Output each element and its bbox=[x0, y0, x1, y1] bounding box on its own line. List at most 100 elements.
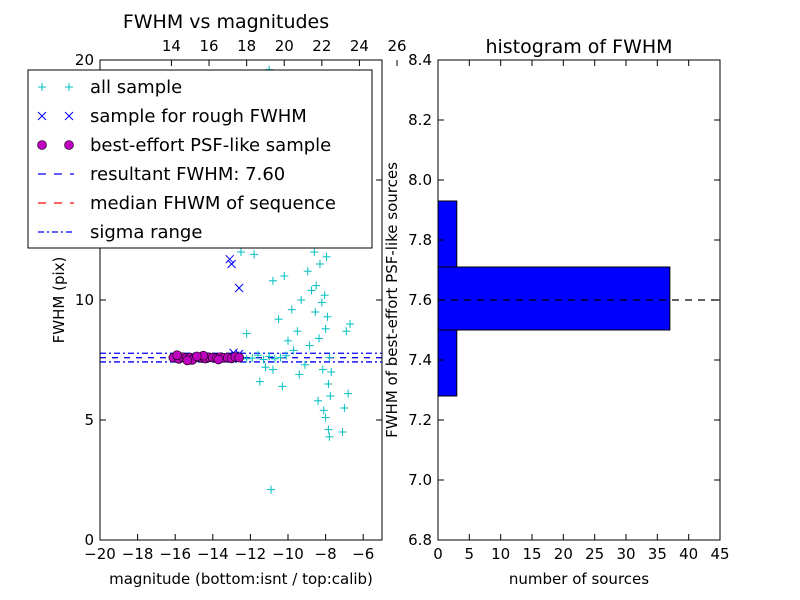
legend-label: sigma range bbox=[90, 222, 202, 243]
top-x-tick-label: 26 bbox=[387, 37, 406, 55]
scatter-panel: FWHM vs magnitudes −20 −18 −16 −14 −12 −10 −8−… bbox=[27, 11, 407, 588]
scatter-point bbox=[237, 248, 245, 256]
hist-x-tick-label: 20 bbox=[554, 545, 573, 563]
scatter-point bbox=[274, 315, 283, 324]
x-tick-label: −14 bbox=[197, 545, 229, 563]
scatter-point bbox=[276, 353, 285, 362]
x-tick-label: −16 bbox=[159, 545, 191, 563]
histogram-bar bbox=[437, 266, 671, 331]
scatter-point bbox=[289, 346, 298, 355]
hist-x-tick-label: 25 bbox=[585, 545, 604, 563]
legend-box bbox=[27, 69, 373, 249]
x-tick-label: −18 bbox=[122, 545, 154, 563]
y-tick-label: 20 bbox=[75, 51, 94, 69]
legend-entry: median FHWM of sequence bbox=[38, 193, 336, 214]
legend-entry: resultant FWHM: 7.60 bbox=[38, 164, 285, 185]
scatter-point bbox=[338, 428, 347, 436]
hist-y-tick-label: 7.6 bbox=[408, 291, 432, 309]
y-tick-label: 10 bbox=[75, 291, 94, 309]
scatter-point bbox=[325, 432, 334, 441]
scatter-point bbox=[326, 392, 335, 400]
scatter-point bbox=[225, 254, 235, 264]
legend-entry: sample for rough FWHM bbox=[37, 106, 307, 127]
hist-x-tick-label: 35 bbox=[648, 545, 667, 563]
hist-y-tick-label: 8.2 bbox=[408, 111, 432, 129]
scatter-point bbox=[346, 320, 355, 328]
hist-y-tick-label: 7.2 bbox=[408, 411, 432, 429]
legend-items: all sample sample for rough FWHM best-effo… bbox=[37, 77, 336, 243]
hist-y-tick-label: 6.8 bbox=[408, 531, 432, 549]
hist-y-tick-label: 7.8 bbox=[408, 231, 432, 249]
scatter-point bbox=[280, 272, 289, 280]
x-tick-label: −12 bbox=[235, 545, 267, 563]
scatter-point bbox=[267, 485, 276, 494]
hist-x-tick-label: 10 bbox=[491, 545, 510, 563]
scatter-point bbox=[287, 305, 296, 314]
x-tick-label: −10 bbox=[272, 545, 304, 563]
histogram-panel: histogram of FWHM 0 5 10 15 20 25 30 35 40 45 6.8 7… bbox=[383, 36, 730, 588]
hist-y-tick-label: 7.4 bbox=[408, 351, 432, 369]
scatter-point bbox=[255, 377, 264, 386]
scatter-point bbox=[322, 252, 331, 261]
y-tick-label: 5 bbox=[84, 411, 94, 429]
scatter-point bbox=[261, 363, 270, 372]
top-x-tick-label: 14 bbox=[162, 37, 181, 55]
scatter-point bbox=[182, 355, 193, 366]
legend-label: median FHWM of sequence bbox=[90, 193, 336, 214]
scatter-x-label: magnitude (bottom:isnt / top:calib) bbox=[109, 570, 373, 588]
scatter-axes: −20 −18 −16 −14 −12 −10 −8 −6 14 16 18 20 22 24 26 0 5 10… bbox=[75, 37, 407, 563]
histogram-title: histogram of FWHM bbox=[485, 36, 672, 58]
scatter-point bbox=[324, 425, 333, 434]
scatter-point bbox=[315, 260, 324, 268]
scatter-point bbox=[303, 267, 312, 276]
scatter-point bbox=[312, 281, 321, 290]
legend-label: best-effort PSF-like sample bbox=[90, 135, 331, 156]
scatter-point bbox=[297, 296, 306, 304]
scatter-point bbox=[311, 308, 320, 316]
scatter-point bbox=[327, 368, 336, 376]
scatter-plot-area bbox=[100, 65, 382, 494]
scatter-point bbox=[323, 312, 332, 321]
scatter-title: FWHM vs magnitudes bbox=[123, 11, 329, 33]
hist-x-tick-label: 0 bbox=[433, 545, 443, 563]
scatter-point bbox=[325, 353, 334, 362]
x-tick-label: −20 bbox=[84, 545, 116, 563]
scatter-point bbox=[250, 250, 259, 259]
scatter-point bbox=[284, 336, 292, 345]
legend-label: resultant FWHM: 7.60 bbox=[90, 164, 285, 185]
scatter-point bbox=[340, 404, 349, 412]
legend-label: sample for rough FWHM bbox=[90, 106, 307, 127]
scatter-point bbox=[293, 327, 302, 336]
scatter-point bbox=[268, 276, 277, 285]
scatter-point bbox=[234, 283, 244, 293]
histogram-x-label: number of sources bbox=[509, 570, 649, 588]
scatter-point bbox=[315, 334, 324, 343]
hist-y-tick-label: 8.0 bbox=[408, 171, 432, 189]
histogram-bar bbox=[437, 329, 458, 397]
scatter-point bbox=[242, 329, 251, 338]
hist-x-tick-label: 30 bbox=[616, 545, 635, 563]
top-x-tick-label: 24 bbox=[350, 37, 369, 55]
scatter-point bbox=[268, 365, 277, 374]
scatter-point bbox=[310, 248, 319, 256]
scatter-point bbox=[344, 389, 353, 398]
scatter-point bbox=[270, 354, 279, 363]
scatter-point bbox=[278, 382, 287, 391]
top-x-tick-label: 20 bbox=[275, 37, 294, 55]
scatter-point bbox=[282, 351, 291, 360]
histogram-y-label: FWHM of best-effort PSF-like sources bbox=[383, 162, 401, 438]
legend-entry: best-effort PSF-like sample bbox=[37, 135, 331, 156]
top-x-tick-label: 16 bbox=[199, 37, 218, 55]
scatter-point bbox=[295, 370, 304, 379]
scatter-point bbox=[314, 396, 323, 405]
scatter-point bbox=[227, 259, 236, 269]
scatter-point bbox=[320, 291, 329, 300]
scatter-point bbox=[321, 413, 330, 422]
scatter-point bbox=[324, 380, 333, 388]
scatter-point bbox=[213, 354, 224, 365]
histogram-axes: 0 5 10 15 20 25 30 35 40 45 6.8 7.0 7.2 7.4 7.6 7.8 8.0 8… bbox=[408, 51, 729, 563]
scatter-point bbox=[300, 360, 309, 369]
hist-x-tick-label: 5 bbox=[465, 545, 475, 563]
x-tick-label: −8 bbox=[315, 545, 337, 563]
scatter-point bbox=[242, 354, 251, 363]
